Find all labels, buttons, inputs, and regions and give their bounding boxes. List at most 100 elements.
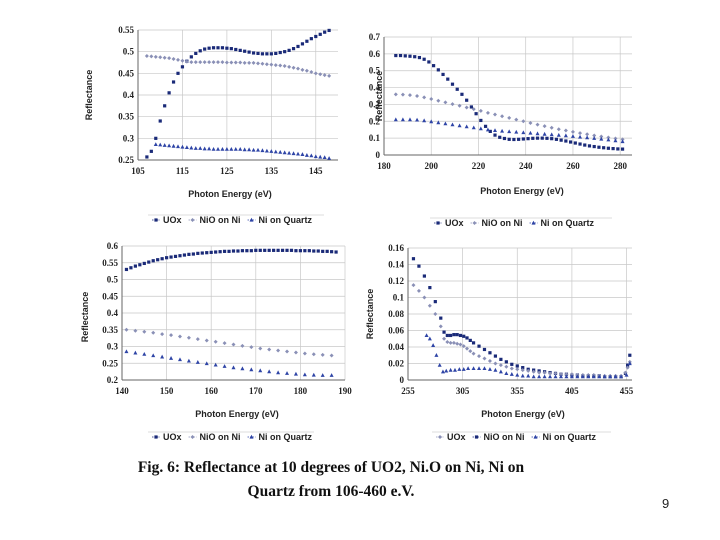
data-point-uox — [200, 251, 204, 255]
data-point-ni — [407, 117, 412, 122]
data-point-ni — [329, 373, 334, 377]
data-point-uox — [445, 333, 449, 338]
data-point-uox — [606, 146, 610, 150]
data-point-uox — [314, 34, 318, 39]
data-point-nio — [269, 62, 274, 67]
data-point-uox — [578, 142, 582, 146]
data-point-ni — [500, 128, 505, 133]
data-point-nio — [142, 329, 147, 334]
legend-label: Ni on Quartz — [541, 218, 595, 228]
data-point-uox — [568, 140, 573, 144]
data-point-uox — [452, 333, 456, 337]
data-point-ni — [627, 361, 632, 366]
data-point-uox — [493, 354, 498, 358]
data-point-uox — [194, 51, 198, 55]
y-tick-label: 0 — [376, 150, 381, 160]
data-point-ni — [177, 357, 182, 362]
data-point-uox — [432, 64, 436, 68]
y-tick-label: 0 — [400, 375, 405, 385]
data-point-nio — [184, 59, 189, 64]
data-point-uox — [323, 30, 327, 34]
x-tick-label: 305 — [456, 386, 470, 396]
data-point-ni — [296, 151, 300, 156]
data-point-ni — [597, 374, 602, 379]
data-point-nio — [160, 332, 165, 337]
data-point-nio — [198, 60, 203, 65]
data-point-uox — [417, 55, 422, 60]
data-point-nio — [461, 344, 466, 349]
data-point-ni — [240, 366, 245, 371]
series-uox — [394, 53, 625, 151]
data-point-nio — [451, 340, 456, 345]
data-point-uox — [191, 252, 195, 256]
data-point-uox — [243, 49, 247, 53]
data-point-uox — [196, 251, 200, 255]
data-point-nio — [296, 66, 300, 71]
data-point-uox — [433, 300, 437, 304]
x-tick-label: 180 — [377, 161, 391, 171]
data-point-nio — [569, 372, 574, 377]
legend-marker — [249, 434, 254, 439]
data-point-ni — [563, 133, 568, 138]
data-point-uox — [458, 333, 463, 338]
data-point-nio — [231, 342, 236, 347]
data-point-uox — [142, 261, 146, 266]
data-point-ni — [528, 130, 533, 135]
data-point-nio — [564, 372, 569, 377]
data-point-ni — [427, 336, 432, 341]
data-point-uox — [169, 255, 173, 259]
legend-marker — [190, 218, 195, 222]
data-point-uox — [521, 366, 525, 370]
data-point-nio — [278, 63, 283, 68]
series-ni — [424, 333, 632, 379]
x-tick-label: 240 — [519, 161, 533, 171]
data-point-uox — [482, 347, 487, 352]
data-point-ni — [493, 128, 498, 132]
data-point-uox — [269, 52, 273, 56]
data-point-nio — [293, 350, 298, 355]
data-point-nio — [327, 73, 332, 78]
data-point-uox — [216, 46, 220, 50]
data-point-nio — [282, 63, 287, 68]
y-tick-label: 0.5 — [107, 275, 119, 285]
data-point-nio — [542, 370, 547, 375]
x-tick-label: 105 — [131, 166, 145, 176]
data-point-uox — [611, 146, 615, 151]
data-point-nio — [606, 135, 611, 140]
data-point-uox — [163, 104, 167, 108]
y-tick-label: 0.6 — [107, 241, 119, 251]
data-point-ni — [327, 156, 332, 160]
data-point-ni — [461, 367, 466, 371]
data-point-uox — [436, 68, 440, 72]
legend-label: NiO on Ni — [482, 218, 523, 228]
data-point-uox — [305, 39, 309, 43]
data-point-ni — [220, 146, 225, 151]
data-point-ni — [613, 374, 618, 379]
data-point-nio — [162, 55, 167, 60]
data-point-ni — [606, 137, 611, 142]
data-point-nio — [542, 124, 547, 129]
data-point-uox — [227, 249, 231, 253]
data-point-ni — [309, 153, 314, 158]
y-tick-label: 0.1 — [393, 293, 405, 303]
data-point-ni — [216, 146, 220, 151]
data-point-uox — [498, 135, 502, 139]
y-tick-label: 0.6 — [369, 49, 381, 59]
data-point-uox — [296, 44, 300, 49]
data-point-uox — [628, 353, 632, 357]
data-point-uox — [247, 50, 251, 54]
data-point-nio — [169, 333, 174, 338]
data-point-nio — [493, 112, 498, 117]
data-point-nio — [177, 334, 182, 339]
x-tick-label: 150 — [160, 386, 174, 396]
data-point-nio — [171, 57, 176, 62]
data-point-ni — [293, 371, 298, 376]
data-point-uox — [455, 87, 459, 91]
legend-marker — [154, 218, 158, 222]
data-point-ni — [608, 374, 613, 379]
legend-label: Ni on Quartz — [259, 215, 313, 225]
data-point-nio — [216, 60, 220, 65]
data-point-uox — [218, 250, 222, 254]
data-point-uox — [220, 46, 225, 50]
data-point-nio — [213, 339, 218, 344]
